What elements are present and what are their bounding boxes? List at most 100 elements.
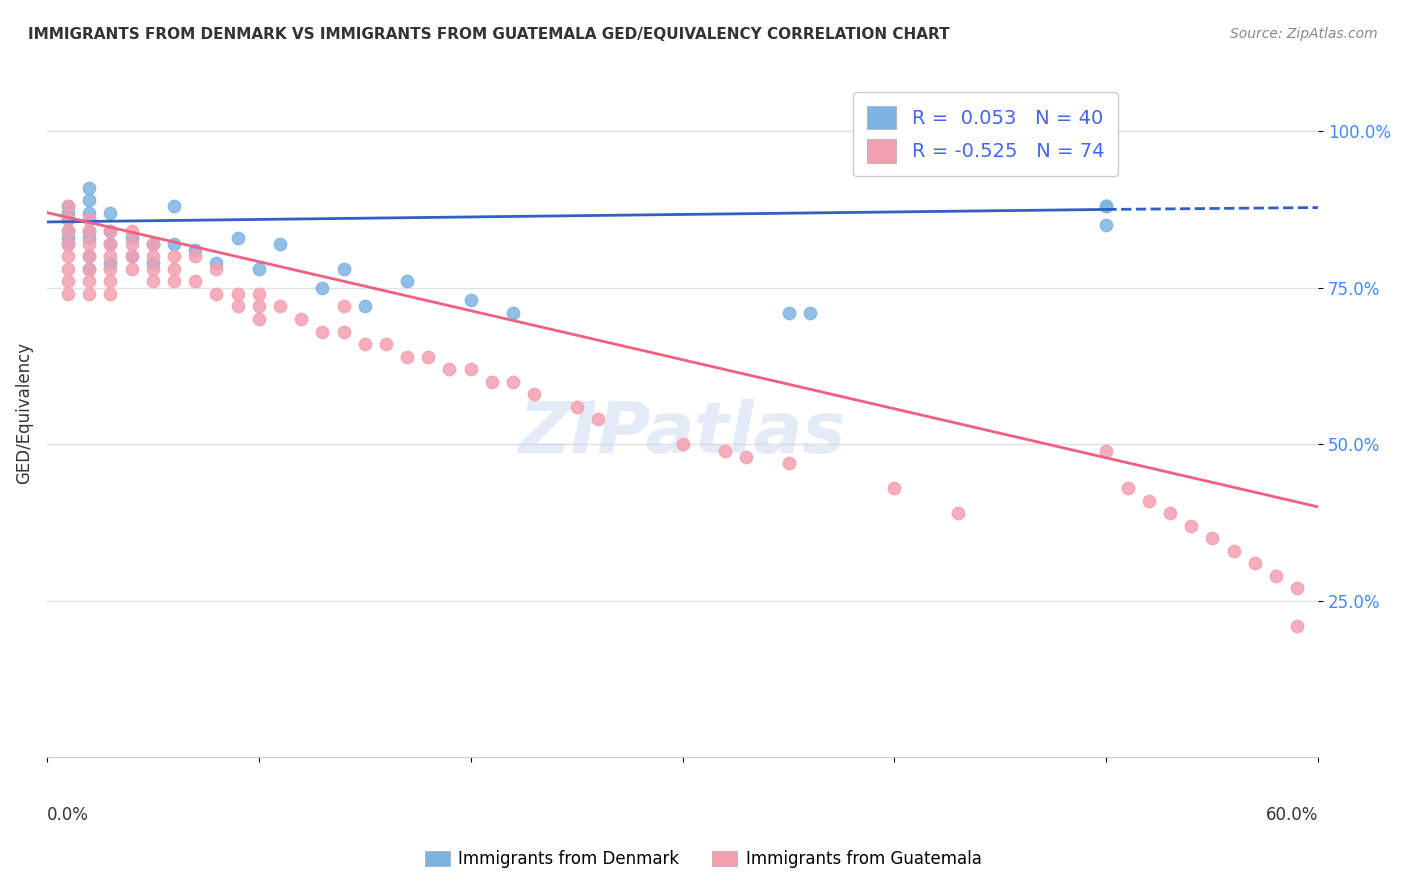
Point (77, 205, 100, 219)
Point (77, 211, 100, 226)
Point (56, 224, 79, 238)
Point (1264, 569, 1286, 583)
Point (100, 236, 122, 251)
Point (226, 230, 249, 244)
Point (56, 211, 79, 226)
Point (56, 199, 79, 213)
Point (56, 249, 79, 263)
Point (142, 249, 165, 263)
Point (142, 261, 165, 276)
Point (332, 261, 354, 276)
Point (481, 375, 503, 389)
Point (163, 275, 186, 289)
Point (121, 261, 143, 276)
Point (1137, 493, 1160, 508)
Point (163, 199, 186, 213)
Point (946, 506, 969, 520)
Point (56, 275, 79, 289)
Text: 60.0%: 60.0% (1265, 805, 1319, 823)
Point (100, 224, 122, 238)
Point (77, 211, 100, 226)
Point (778, 306, 800, 320)
Text: ZIPatlas: ZIPatlas (519, 399, 846, 468)
Point (205, 287, 228, 301)
Point (714, 443, 737, 458)
Y-axis label: GED/Equivalency: GED/Equivalency (15, 342, 32, 484)
Point (1180, 518, 1202, 533)
Point (247, 287, 270, 301)
Point (735, 450, 758, 464)
Point (1095, 218, 1118, 232)
Point (1095, 199, 1118, 213)
Point (799, 306, 821, 320)
Point (247, 261, 270, 276)
Point (163, 249, 186, 263)
Point (205, 255, 228, 269)
Point (56, 236, 79, 251)
Point (778, 456, 800, 470)
Point (1095, 199, 1118, 213)
Point (56, 224, 79, 238)
Point (418, 350, 440, 364)
Point (121, 224, 143, 238)
Point (184, 249, 207, 263)
Point (100, 255, 122, 269)
Point (586, 412, 609, 426)
Point (1116, 481, 1139, 495)
Point (374, 337, 396, 351)
Point (100, 224, 122, 238)
Point (184, 275, 207, 289)
Point (142, 275, 165, 289)
Point (269, 300, 291, 314)
Point (142, 236, 165, 251)
Point (121, 249, 143, 263)
Text: IMMIGRANTS FROM DENMARK VS IMMIGRANTS FROM GUATEMALA GED/EQUIVALENCY CORRELATION: IMMIGRANTS FROM DENMARK VS IMMIGRANTS FR… (28, 27, 949, 42)
Point (460, 293, 482, 308)
Point (396, 275, 419, 289)
Point (100, 236, 122, 251)
Point (56, 236, 79, 251)
Legend: Immigrants from Denmark, Immigrants from Guatemala: Immigrants from Denmark, Immigrants from… (418, 844, 988, 875)
Point (77, 230, 100, 244)
Point (1159, 506, 1181, 520)
Point (1201, 531, 1223, 545)
Point (100, 249, 122, 263)
Point (56, 205, 79, 219)
Point (1286, 582, 1309, 596)
Point (671, 437, 693, 451)
Point (460, 362, 482, 376)
Point (121, 236, 143, 251)
Point (77, 249, 100, 263)
Point (353, 337, 375, 351)
Point (163, 261, 186, 276)
Point (77, 249, 100, 263)
Point (77, 193, 100, 207)
Point (523, 387, 546, 401)
Point (502, 306, 524, 320)
Legend: R =  0.053   N = 40, R = -0.525   N = 74: R = 0.053 N = 40, R = -0.525 N = 74 (853, 92, 1118, 177)
Point (56, 230, 79, 244)
Point (311, 281, 333, 295)
Point (184, 243, 207, 257)
Text: Source: ZipAtlas.com: Source: ZipAtlas.com (1230, 27, 1378, 41)
Point (100, 205, 122, 219)
Point (269, 236, 291, 251)
Point (77, 261, 100, 276)
Point (142, 236, 165, 251)
Point (311, 325, 333, 339)
Point (247, 312, 270, 326)
Point (56, 199, 79, 213)
Point (77, 275, 100, 289)
Point (565, 400, 588, 414)
Point (247, 300, 270, 314)
Point (1243, 556, 1265, 570)
Point (56, 261, 79, 276)
Point (77, 180, 100, 194)
Point (142, 255, 165, 269)
Point (1222, 543, 1244, 558)
Point (353, 300, 375, 314)
Point (100, 287, 122, 301)
Text: 0.0%: 0.0% (46, 805, 89, 823)
Point (56, 287, 79, 301)
Point (77, 224, 100, 238)
